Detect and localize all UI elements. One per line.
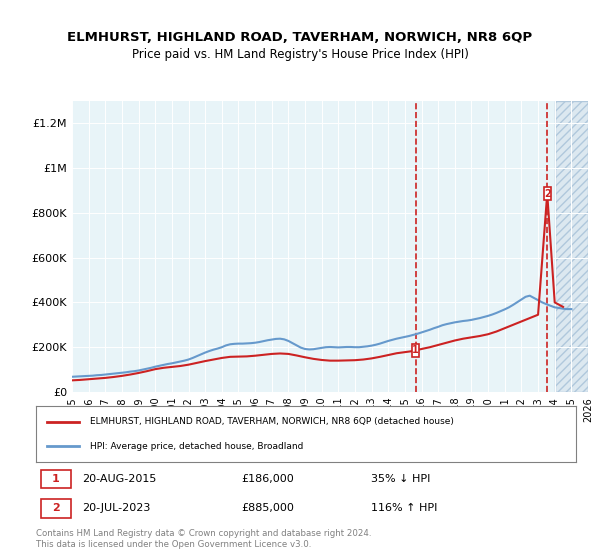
Bar [555,101,588,392]
Text: 2: 2 [544,189,551,199]
Text: 1: 1 [412,346,419,356]
Text: £186,000: £186,000 [241,474,294,484]
Text: Contains HM Land Registry data © Crown copyright and database right 2024.
This d: Contains HM Land Registry data © Crown c… [36,529,371,549]
Text: ELMHURST, HIGHLAND ROAD, TAVERHAM, NORWICH, NR8 6QP (detached house): ELMHURST, HIGHLAND ROAD, TAVERHAM, NORWI… [90,417,454,426]
Text: Price paid vs. HM Land Registry's House Price Index (HPI): Price paid vs. HM Land Registry's House … [131,48,469,60]
Text: 35% ↓ HPI: 35% ↓ HPI [371,474,430,484]
Text: 20-AUG-2015: 20-AUG-2015 [82,474,156,484]
FancyBboxPatch shape [544,187,551,200]
Text: ELMHURST, HIGHLAND ROAD, TAVERHAM, NORWICH, NR8 6QP: ELMHURST, HIGHLAND ROAD, TAVERHAM, NORWI… [67,31,533,44]
Text: 20-JUL-2023: 20-JUL-2023 [82,503,150,514]
Text: 116% ↑ HPI: 116% ↑ HPI [371,503,437,514]
Text: 1: 1 [52,474,60,484]
Text: HPI: Average price, detached house, Broadland: HPI: Average price, detached house, Broa… [90,442,304,451]
Text: £885,000: £885,000 [241,503,294,514]
FancyBboxPatch shape [41,499,71,517]
FancyBboxPatch shape [412,344,419,357]
Text: 2: 2 [52,503,60,514]
FancyBboxPatch shape [41,469,71,488]
